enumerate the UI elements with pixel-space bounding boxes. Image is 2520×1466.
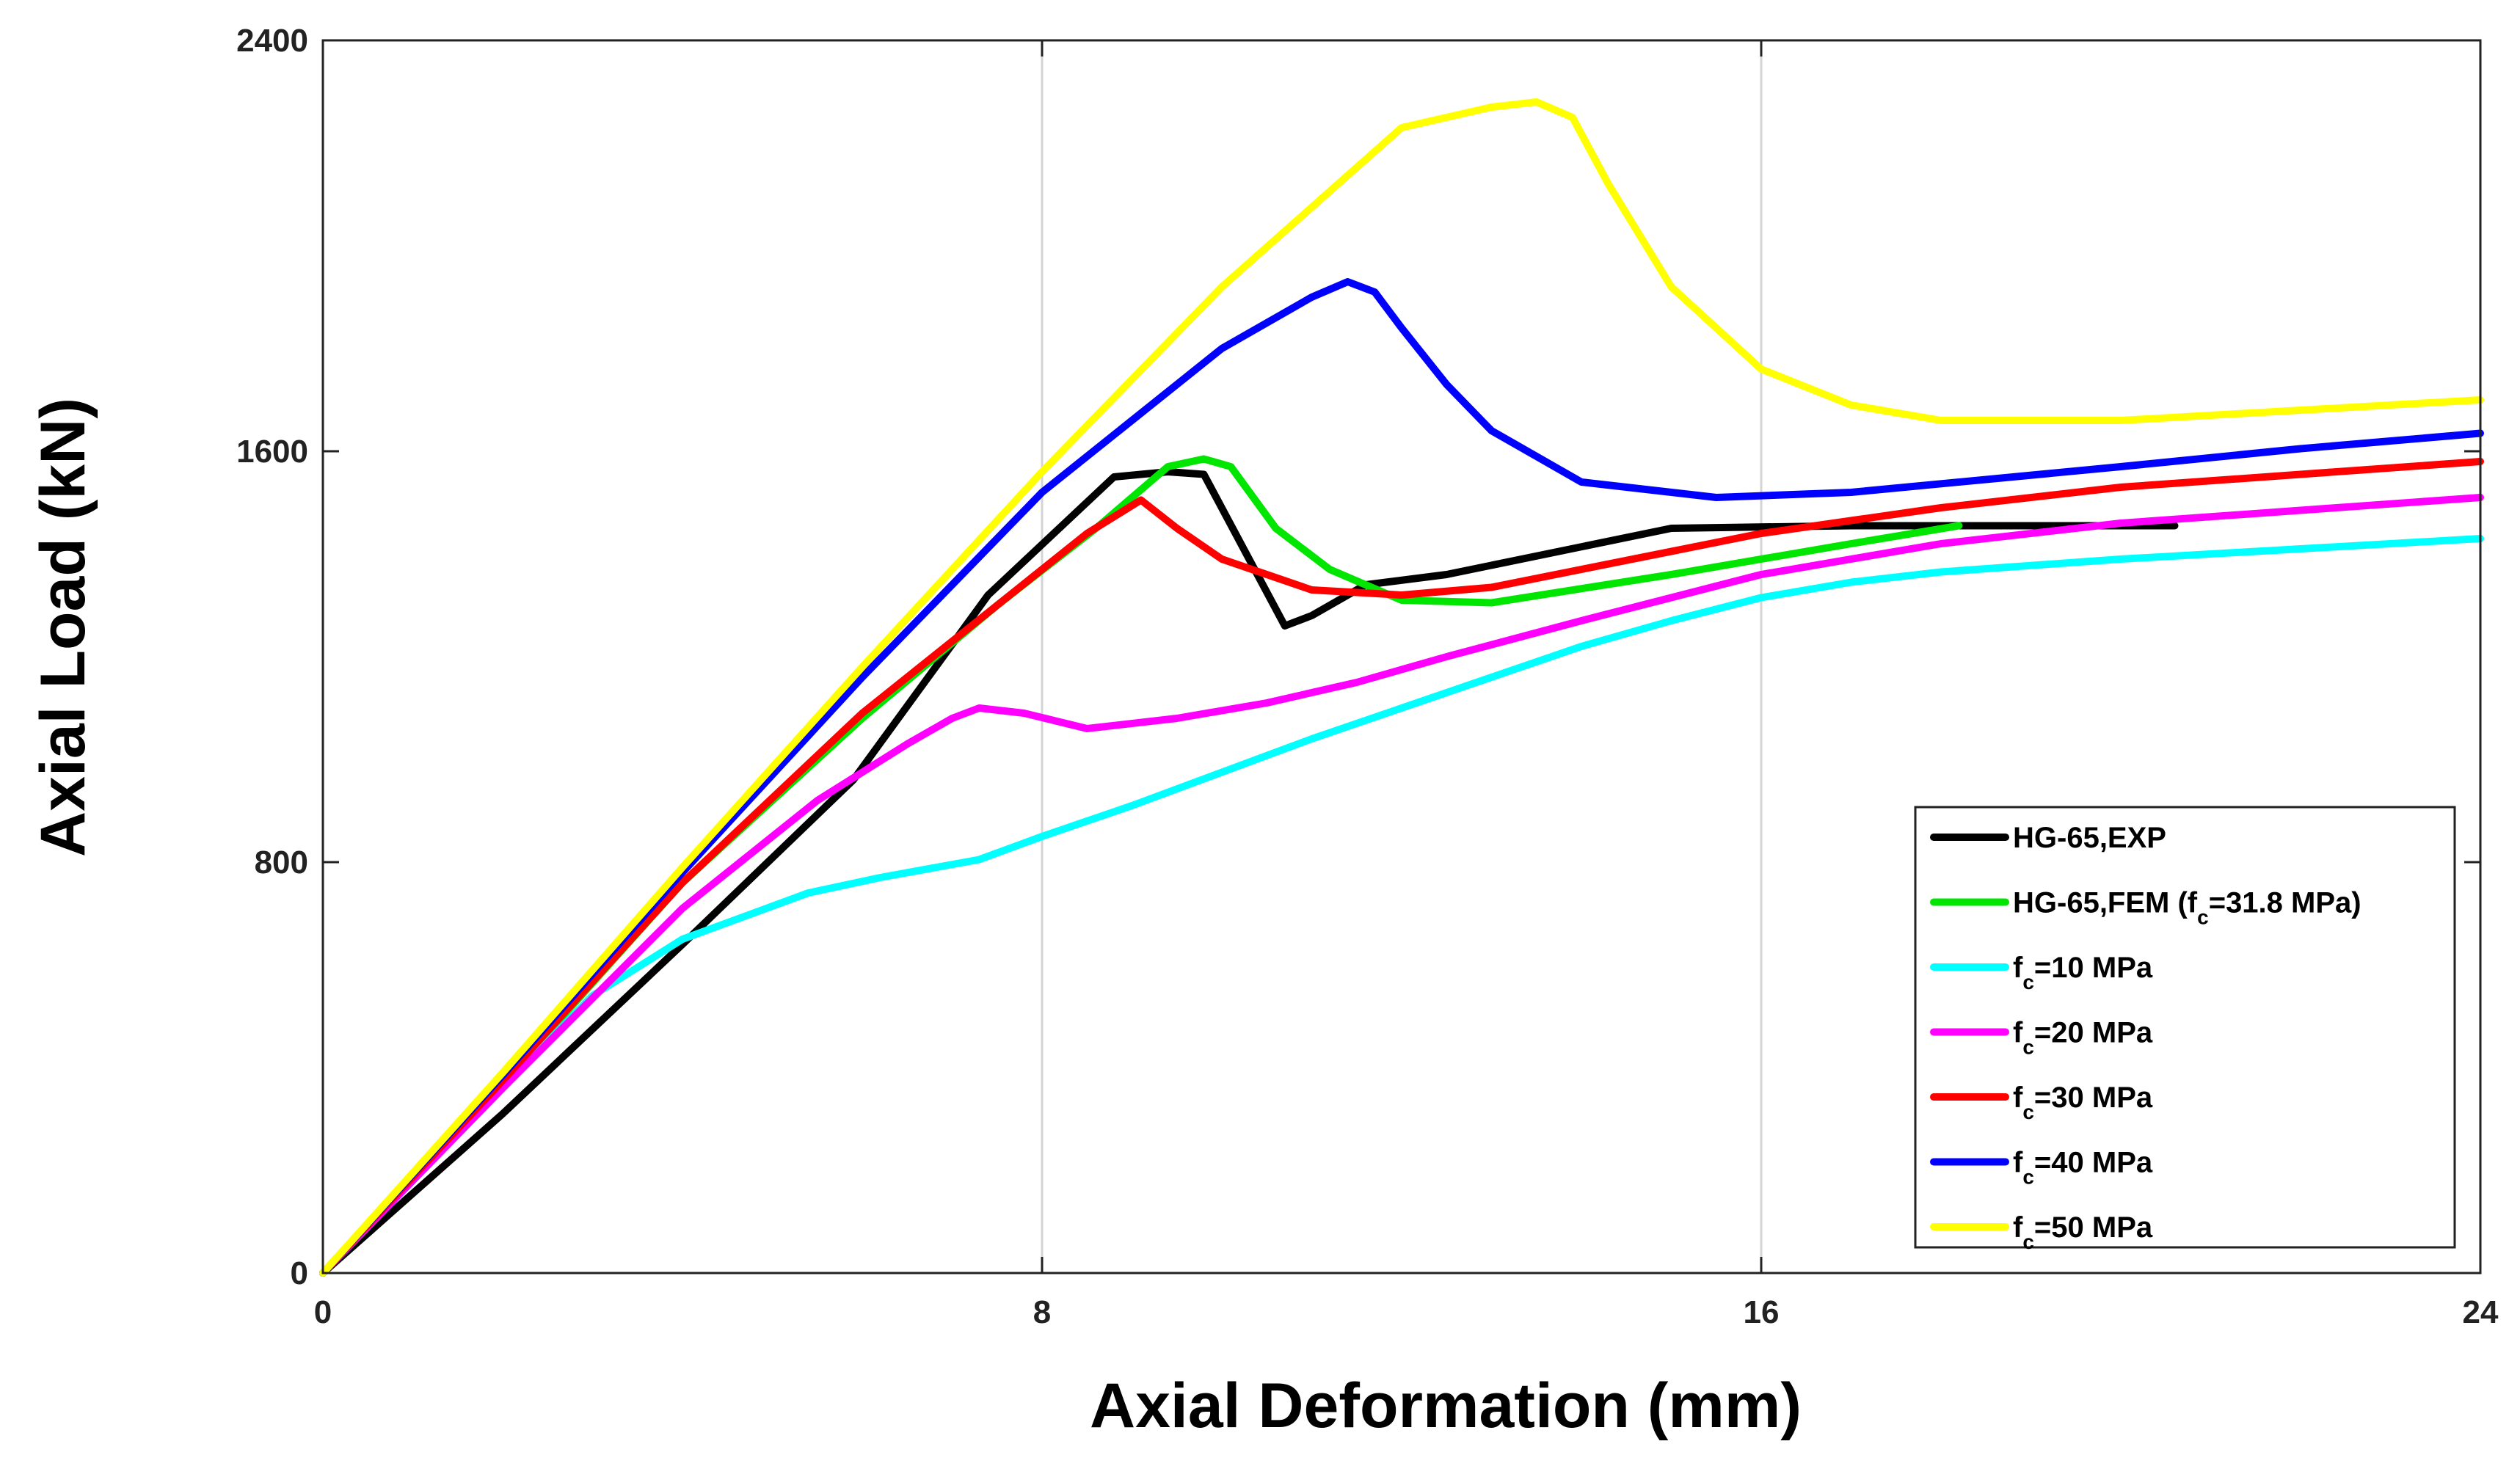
y-tick-label: 800 bbox=[255, 845, 308, 880]
legend-label: f bbox=[2013, 1147, 2023, 1179]
y-tick-label: 2400 bbox=[236, 23, 308, 59]
series-line-4 bbox=[319, 458, 2484, 1277]
axis-ticks bbox=[321, 39, 2482, 1274]
series-line-0 bbox=[319, 468, 2179, 1277]
x-tick-label: 8 bbox=[1033, 1294, 1051, 1330]
series-line-5 bbox=[319, 278, 2484, 1277]
x-tick-label: 0 bbox=[314, 1294, 332, 1330]
legend-label: f bbox=[2013, 952, 2023, 984]
x-tick-label: 24 bbox=[2463, 1294, 2499, 1330]
legend-entry-6: fc=50 MPa bbox=[2013, 1211, 2153, 1253]
legend-entry-5: fc=40 MPa bbox=[2013, 1147, 2153, 1189]
legend-label-tail: =10 MPa bbox=[2034, 952, 2153, 984]
legend-label-tail: =30 MPa bbox=[2034, 1082, 2153, 1114]
legend-entry-3: fc=20 MPa bbox=[2013, 1017, 2153, 1059]
legend-entry-1: HG-65,FEM (fc=31.8 MPa) bbox=[2013, 887, 2361, 929]
legend-label: f bbox=[2013, 1211, 2023, 1244]
legend-entry-2: fc=10 MPa bbox=[2013, 952, 2153, 993]
y-axis-title: Axial Load (kN) bbox=[28, 398, 98, 857]
series-line-3 bbox=[319, 494, 2484, 1277]
series-line-6 bbox=[319, 98, 2484, 1277]
series-lines bbox=[319, 98, 2484, 1277]
x-axis-title: Axial Deformation (mm) bbox=[1090, 1371, 1802, 1441]
legend-subscript: c bbox=[2022, 1036, 2034, 1059]
y-tick-label: 1600 bbox=[236, 434, 308, 470]
legend-box bbox=[1914, 806, 2456, 1249]
series-line-2 bbox=[319, 535, 2484, 1277]
legend-label: f bbox=[2013, 1017, 2023, 1049]
legend-label-tail: =31.8 MPa) bbox=[2209, 887, 2361, 919]
legend-label-tail: =20 MPa bbox=[2034, 1017, 2153, 1049]
y-tick-label: 0 bbox=[291, 1255, 308, 1291]
legend-subscript: c bbox=[2022, 1166, 2034, 1189]
legend-entry-4: fc=30 MPa bbox=[2013, 1082, 2153, 1123]
legend-label-tail: =50 MPa bbox=[2034, 1211, 2153, 1244]
legend-label: f bbox=[2013, 1082, 2023, 1114]
legend-subscript: c bbox=[2022, 971, 2034, 993]
grid-lines bbox=[1041, 40, 1763, 1273]
legend-subscript: c bbox=[2022, 1230, 2034, 1253]
legend-label: HG-65,EXP bbox=[2013, 822, 2166, 854]
legend-subscript: c bbox=[2022, 1101, 2034, 1123]
legend-label: HG-65,FEM (f bbox=[2013, 887, 2198, 919]
legend-label-tail: =40 MPa bbox=[2034, 1147, 2153, 1179]
tick-labels: 0 8 16 24 0 800 1600 2400 bbox=[236, 23, 2499, 1330]
legend-subscript: c bbox=[2197, 906, 2209, 929]
plot-frame bbox=[321, 39, 2482, 1274]
legend-entry-0: HG-65,EXP bbox=[2013, 822, 2166, 854]
x-tick-label: 16 bbox=[1744, 1294, 1780, 1330]
